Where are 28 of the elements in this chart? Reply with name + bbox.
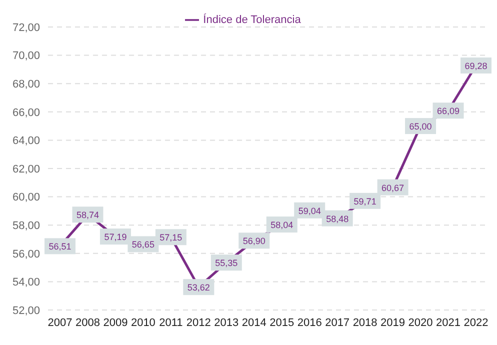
y-tick-label: 54,00	[12, 276, 40, 289]
x-tick-label: 2018	[352, 316, 378, 329]
x-tick-label: 2012	[186, 316, 211, 329]
x-tick-label: 2014	[242, 316, 266, 329]
x-tick-label: 2022	[464, 316, 488, 329]
x-tick-label: 2010	[130, 316, 156, 329]
y-tick-label: 68,00	[12, 78, 40, 91]
y-tick-label: 56,00	[12, 248, 40, 260]
y-tick-label: 70,00	[12, 50, 40, 62]
x-tick-label: 2020	[408, 316, 433, 329]
y-tick-label: 72,00	[12, 22, 40, 34]
legend-label: Índice de Tolerancia	[203, 14, 301, 26]
x-tick-label: 2011	[159, 316, 183, 329]
x-tick-label: 2008	[75, 316, 100, 329]
y-tick-label: 66,00	[12, 106, 40, 119]
y-tick-label: 58,00	[12, 220, 40, 232]
x-tick-label: 2019	[380, 316, 406, 329]
y-tick-label: 52,00	[12, 304, 40, 317]
x-tick-label: 2015	[270, 316, 294, 329]
x-tick-label: 2016	[297, 316, 322, 329]
x-tick-label: 2017	[325, 316, 350, 329]
x-tick-label: 2009	[103, 316, 128, 329]
y-tick-label: 60,00	[12, 192, 40, 204]
y-tick-label: 64,00	[12, 135, 40, 148]
x-tick-label: 2013	[214, 316, 239, 329]
y-tick-label: 62,00	[12, 163, 40, 176]
x-tick-label: 2007	[48, 316, 72, 329]
x-tick-label: 2021	[436, 316, 461, 329]
